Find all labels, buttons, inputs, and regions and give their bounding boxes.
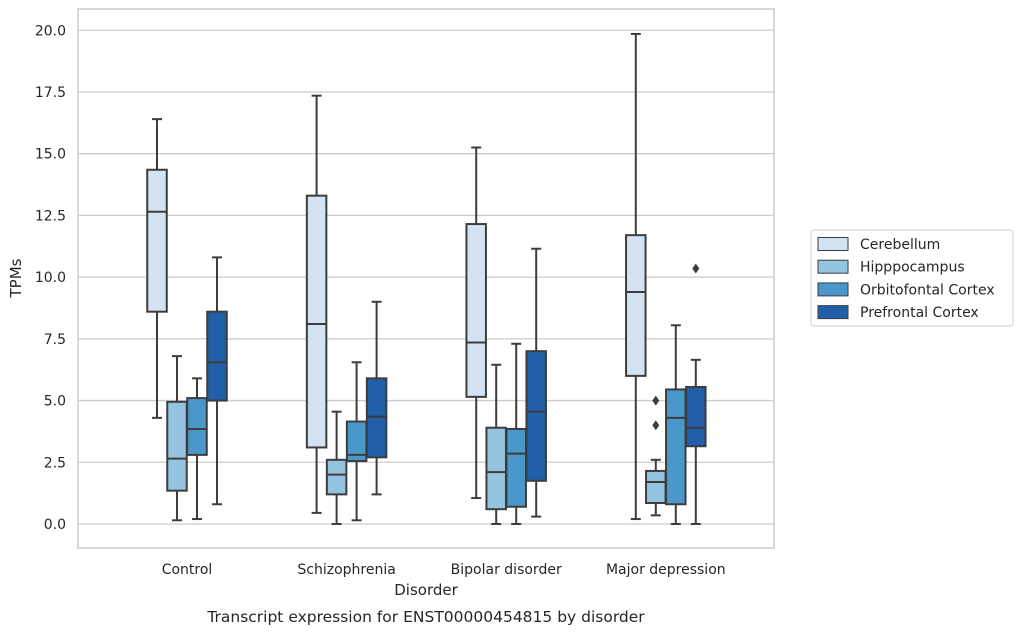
y-tick-label: 7.5 (44, 332, 66, 348)
x-tick-label: Major depression (606, 562, 726, 578)
box-orbitofontal-cortex (345, 361, 368, 522)
iqr-box (206, 310, 228, 402)
x-tick-label: Bipolar disorder (451, 562, 562, 578)
y-tick-label: 0.0 (44, 517, 66, 533)
outlier-point (652, 420, 660, 431)
outlier-point (692, 263, 700, 274)
outlier-point (652, 395, 660, 406)
x-tick-labels: Control Schizophrenia Bipolar disorder Majo… (162, 562, 726, 578)
box-cerebellum (465, 146, 487, 500)
legend-swatch (817, 237, 849, 251)
box-cerebellum (305, 94, 328, 514)
iqr-box (305, 194, 328, 449)
box-cerebellum (625, 32, 647, 521)
legend-item: Hipppocampus (817, 259, 965, 276)
legend-frame (810, 229, 1014, 327)
y-tick-label: 20.0 (35, 23, 66, 39)
legend-label: Prefrontal Cortex (860, 305, 979, 321)
iqr-box (465, 223, 487, 398)
boxes (146, 32, 707, 525)
box-prefrontal-cortex (206, 256, 228, 506)
y-tick-labels: 0.0 2.5 5.0 7.5 10.0 12.5 15.0 17.5 20.0 (35, 23, 66, 533)
iqr-box (685, 385, 707, 448)
plot-frame (77, 8, 775, 549)
box-hipppocampus (485, 363, 507, 525)
box-prefrontal-cortex (685, 263, 707, 525)
box-cerebellum (146, 118, 168, 419)
iqr-box (325, 458, 348, 496)
y-tick-label: 10.0 (35, 270, 66, 286)
y-tick-label: 17.5 (35, 85, 66, 101)
chart-caption: Transcript expression for ENST0000045481… (206, 608, 645, 626)
legend: Cerebellum Hipppocampus Orbitofontal Corte… (810, 229, 1014, 327)
iqr-box (365, 377, 388, 459)
iqr-box (485, 426, 507, 511)
legend-item: Cerebellum (817, 237, 940, 253)
iqr-box (146, 168, 168, 313)
box-orbitofontal-cortex (186, 377, 208, 521)
legend-label: Hipppocampus (860, 260, 965, 276)
box-prefrontal-cortex (365, 300, 388, 496)
box-hipppocampus (645, 395, 667, 517)
legend-item: Prefrontal Cortex (817, 305, 979, 321)
legend-label: Orbitofontal Cortex (860, 282, 995, 298)
legend-swatch (817, 282, 849, 297)
box-orbitofontal-cortex (665, 324, 687, 525)
iqr-box (186, 397, 208, 456)
y-axis-label: TPMs (7, 258, 25, 298)
iqr-box (525, 350, 547, 482)
iqr-box (625, 234, 647, 377)
box-hipppocampus (325, 410, 348, 525)
x-tick-label: Schizophrenia (297, 562, 395, 578)
x-tick-label: Control (162, 562, 213, 578)
legend-label: Cerebellum (860, 237, 940, 253)
iqr-box (505, 427, 527, 508)
iqr-box (645, 469, 667, 505)
iqr-box (665, 388, 687, 506)
x-axis-label: Disorder (394, 581, 458, 599)
y-tick-label: 12.5 (35, 208, 66, 224)
legend-item: Orbitofontal Cortex (817, 282, 995, 298)
box-orbitofontal-cortex (505, 342, 527, 525)
iqr-box (166, 400, 188, 492)
y-tick-label: 2.5 (44, 455, 66, 471)
box-prefrontal-cortex (525, 247, 547, 518)
y-tick-label: 5.0 (44, 394, 66, 410)
legend-swatch (817, 305, 849, 320)
y-tick-label: 15.0 (35, 147, 66, 163)
legend-swatch (817, 259, 849, 274)
box-hipppocampus (166, 355, 188, 522)
